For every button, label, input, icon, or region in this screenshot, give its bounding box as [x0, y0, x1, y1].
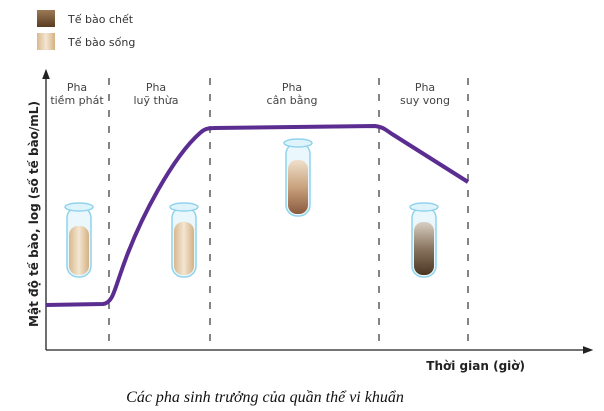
x-axis-label: Thời gian (giờ) — [426, 359, 525, 373]
phase-death-line2: suy vong — [400, 94, 450, 107]
legend-label-dead: Tế bào chết — [67, 13, 134, 26]
phase-log-line1: Pha — [146, 81, 166, 94]
test-tube-stationary — [283, 138, 313, 217]
phase-death-line1: Pha — [415, 81, 435, 94]
phase-log-line2: luỹ thừa — [133, 94, 178, 107]
phase-stationary-line1: Pha — [282, 81, 302, 94]
figure-caption: Các pha sinh trưởng của quần thể vi khuẩ… — [126, 389, 404, 406]
growth-curve — [45, 124, 470, 307]
test-tube-death — [409, 202, 439, 278]
test-tube-lag — [64, 202, 94, 278]
legend-swatch-live — [37, 33, 55, 50]
legend-label-live: Tế bào sống — [67, 36, 135, 49]
phase-lag-line2: tiềm phát — [50, 94, 104, 107]
y-axis-label: Mật độ tế bào, log (số tế bào/mL) — [27, 101, 41, 327]
test-tube-log — [169, 202, 199, 278]
legend-swatch-dead — [37, 10, 55, 27]
phase-dividers — [108, 78, 469, 350]
phase-stationary-line2: cân bằng — [267, 94, 318, 107]
phase-lag-line1: Pha — [67, 81, 87, 94]
